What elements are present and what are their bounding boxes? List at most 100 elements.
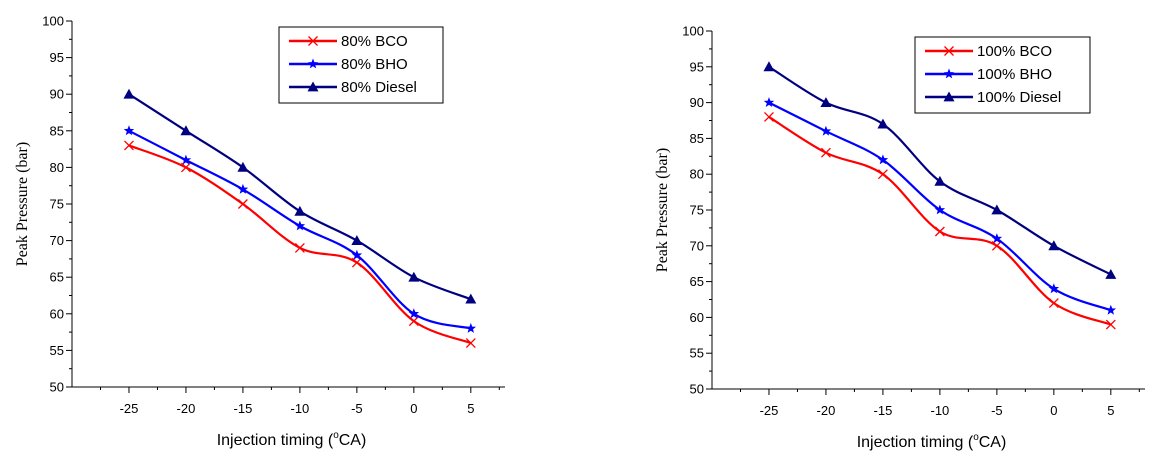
data-point (124, 140, 134, 151)
legend-marker (308, 36, 318, 46)
data-point (877, 169, 888, 180)
x-axis-label-sup: o (973, 432, 979, 443)
data-point (1105, 304, 1116, 315)
data-point (877, 118, 889, 129)
data-point (820, 97, 832, 107)
series-3 (123, 88, 477, 304)
x-tick-label: -20 (177, 401, 196, 416)
y-tick-label: 95 (690, 59, 704, 74)
data-point (465, 338, 476, 349)
x-tick-label: -15 (874, 403, 893, 418)
x-tick-label: 0 (1050, 403, 1057, 418)
y-tick-label: 85 (50, 123, 64, 138)
legend-marker (307, 81, 319, 92)
data-point (408, 316, 419, 327)
y-tick-label: 50 (690, 382, 704, 397)
x-axis-label: Injection timing (oCA) (217, 430, 367, 449)
x-tick-label: -10 (930, 403, 949, 418)
series-2 (123, 125, 476, 333)
legend-label: 80% Diesel (341, 79, 417, 96)
data-point (123, 125, 135, 136)
y-tick-label: 100 (682, 24, 704, 39)
legend-label: 80% BCO (341, 33, 408, 50)
y-tick-label: 90 (50, 87, 64, 102)
data-point (351, 257, 362, 268)
y-tick-label: 55 (690, 346, 704, 361)
legend-item: 100% BHO (925, 66, 1052, 83)
legend-marker (943, 91, 955, 102)
x-tick-label: 0 (410, 401, 417, 416)
series-1 (124, 140, 476, 349)
y-tick-label: 85 (690, 131, 704, 146)
x-tick-label: -25 (120, 401, 139, 416)
legend-item: 80% BCO (289, 33, 408, 50)
data-point (1105, 268, 1117, 279)
data-point (237, 183, 249, 194)
legend-item: 80% Diesel (289, 79, 417, 96)
data-point (934, 226, 945, 237)
series-line (128, 144, 472, 345)
series-line (768, 115, 1112, 326)
data-point (294, 220, 306, 231)
x-axis-label-main: Injection timing ( (217, 432, 334, 449)
x-tick-label: -5 (351, 401, 363, 416)
y-tick-label: 75 (50, 197, 64, 212)
x-tick-label: 5 (467, 401, 474, 416)
legend-label: 100% BHO (977, 66, 1052, 83)
data-point (820, 125, 832, 136)
y-tick-label: 60 (50, 306, 64, 321)
data-point (991, 233, 1003, 244)
data-point (1105, 319, 1116, 330)
data-point (180, 154, 192, 165)
x-tick-label: -25 (760, 403, 779, 418)
series-line (128, 93, 472, 301)
legend: 80% BCO 80% BHO 80% Diesel (278, 26, 444, 104)
data-point (180, 125, 192, 136)
chart-panel-2: 50 55 60 65 70 75 80 85 90 95 100 -25 -20 -15 -10 -5 0 5 I… (654, 24, 1145, 451)
data-point (934, 175, 946, 186)
data-point (763, 61, 775, 72)
y-axis-label: Peak Pressure (bar) (654, 148, 671, 272)
data-point (934, 204, 946, 215)
data-point (991, 240, 1002, 251)
y-tick-label: 60 (690, 310, 704, 325)
x-tick-label: -20 (817, 403, 836, 418)
y-tick-label: 90 (690, 95, 704, 110)
y-tick-label: 80 (690, 167, 704, 182)
chart-panel-1: 50 55 60 65 70 75 80 85 90 95 100 -25 -20 -15 -10 -5 0 5 I… (14, 14, 505, 449)
legend-item: 100% BCO (925, 43, 1052, 60)
data-point (465, 322, 476, 333)
series-line (128, 129, 472, 330)
x-tick-label: -10 (290, 401, 309, 416)
y-tick-label: 65 (50, 270, 64, 285)
x-axis-label-main: Injection timing ( (857, 434, 974, 451)
data-point (294, 242, 305, 253)
legend-item: 100% Diesel (925, 89, 1061, 106)
x-axis-label: Injection timing (oCA) (857, 432, 1007, 451)
legend-label: 100% BCO (977, 43, 1052, 60)
data-point (465, 293, 477, 304)
series-3 (763, 61, 1117, 279)
y-axis-label: Peak Pressure (bar) (14, 142, 31, 266)
y-tick-label: 70 (50, 233, 64, 248)
data-point (1048, 240, 1060, 251)
y-tick-label: 95 (50, 50, 64, 65)
legend-label: 100% Diesel (977, 89, 1061, 106)
data-point (1048, 298, 1059, 309)
data-point (123, 88, 135, 99)
x-axis-label-tail: CA) (339, 432, 367, 449)
legend-item: 80% BHO (289, 56, 408, 73)
data-point (408, 271, 420, 282)
series-1 (764, 111, 1116, 330)
data-point (991, 204, 1003, 215)
legend: 100% BCO 100% BHO 100% Diesel (914, 36, 1091, 114)
data-point (294, 205, 306, 216)
series-2 (763, 97, 1116, 315)
y-tick-label: 75 (690, 203, 704, 218)
data-point (1048, 283, 1060, 294)
y-tick-label: 65 (690, 274, 704, 289)
data-point (237, 199, 248, 209)
x-axis-label-sup: o (333, 430, 339, 441)
y-tick-label: 70 (690, 238, 704, 253)
